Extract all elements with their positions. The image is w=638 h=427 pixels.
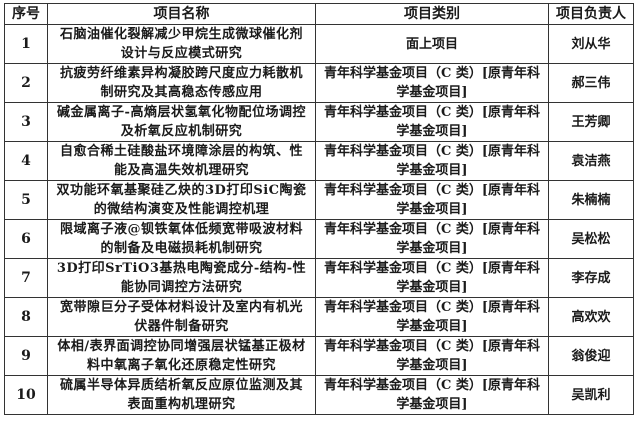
- header-name: 项目名称: [47, 3, 316, 25]
- row-number: 7: [4, 258, 48, 298]
- project-category: 青年科学基金项目（C 类）[原青年科学基金项目]: [315, 219, 549, 259]
- project-name: 自愈合稀土硅酸盐环境障涂层的构筑、性能及高温失效机理研究: [47, 141, 316, 181]
- project-leader: 李存成: [548, 258, 634, 298]
- project-category: 青年科学基金项目（C 类）[原青年科学基金项目]: [315, 102, 549, 142]
- table-row: 10 硫属半导体异质结析氧反应原位监测及其表面重构机理研究 青年科学基金项目（C 类…: [4, 375, 634, 415]
- table-row: 3 碱金属离子-高熵层状氢氧化物配位场调控及析氧反应机制研究 青年科学基金项目（C …: [4, 102, 634, 142]
- header-category: 项目类别: [315, 3, 549, 25]
- project-name: 双功能环氧基聚硅乙炔的3D打印SiC陶瓷的微结构演变及性能调控机理: [47, 180, 316, 220]
- table-row: 9 体相/表界面调控协同增强层状锰基正极材料中氧离子氧化还原稳定性研究 青年科学基金…: [4, 336, 634, 376]
- row-number: 3: [4, 102, 48, 142]
- project-name: 碱金属离子-高熵层状氢氧化物配位场调控及析氧反应机制研究: [47, 102, 316, 142]
- row-number: 8: [4, 297, 48, 337]
- project-name: 硫属半导体异质结析氧反应原位监测及其表面重构机理研究: [47, 375, 316, 415]
- project-table: 序号 项目名称 项目类别 项目负责人 1 石脑油催化裂解减少甲烷生成微球催化剂设计…: [4, 3, 634, 415]
- project-leader: 吴松松: [548, 219, 634, 259]
- header-no: 序号: [4, 3, 48, 25]
- project-leader: 翁俊迎: [548, 336, 634, 376]
- row-number: 10: [4, 375, 48, 415]
- table-row: 6 限域离子液@钡铁氧体低频宽带吸波材料的制备及电磁损耗机制研究 青年科学基金项目（…: [4, 219, 634, 259]
- project-category: 青年科学基金项目（C 类）[原青年科学基金项目]: [315, 375, 549, 415]
- project-category: 面上项目: [315, 24, 549, 64]
- project-name: 限域离子液@钡铁氧体低频宽带吸波材料的制备及电磁损耗机制研究: [47, 219, 316, 259]
- table-row: 2 抗疲劳纤维素异构凝胶跨尺度应力耗散机制研究及其高稳态传感应用 青年科学基金项目（…: [4, 63, 634, 103]
- project-leader: 高欢欢: [548, 297, 634, 337]
- table-row: 5 双功能环氧基聚硅乙炔的3D打印SiC陶瓷的微结构演变及性能调控机理 青年科学基金…: [4, 180, 634, 220]
- project-leader: 王芳卿: [548, 102, 634, 142]
- row-number: 9: [4, 336, 48, 376]
- project-leader: 袁洁燕: [548, 141, 634, 181]
- project-name: 3D打印SrTiO3基热电陶瓷成分-结构-性能协同调控方法研究: [47, 258, 316, 298]
- project-category: 青年科学基金项目（C 类）[原青年科学基金项目]: [315, 258, 549, 298]
- table-row: 8 宽带隙巨分子受体材料设计及室内有机光伏器件制备研究 青年科学基金项目（C 类）[…: [4, 297, 634, 337]
- project-category: 青年科学基金项目（C 类）[原青年科学基金项目]: [315, 336, 549, 376]
- table-row: 4 自愈合稀土硅酸盐环境障涂层的构筑、性能及高温失效机理研究 青年科学基金项目（C …: [4, 141, 634, 181]
- project-leader: 吴凯利: [548, 375, 634, 415]
- project-leader: 刘从华: [548, 24, 634, 64]
- project-name: 体相/表界面调控协同增强层状锰基正极材料中氧离子氧化还原稳定性研究: [47, 336, 316, 376]
- table-row: 1 石脑油催化裂解减少甲烷生成微球催化剂设计与反应模式研究 面上项目 刘从华: [4, 24, 634, 64]
- row-number: 2: [4, 63, 48, 103]
- project-leader: 朱楠楠: [548, 180, 634, 220]
- row-number: 5: [4, 180, 48, 220]
- table-row: 7 3D打印SrTiO3基热电陶瓷成分-结构-性能协同调控方法研究 青年科学基金项目…: [4, 258, 634, 298]
- row-number: 4: [4, 141, 48, 181]
- header-leader: 项目负责人: [548, 3, 634, 25]
- row-number: 6: [4, 219, 48, 259]
- project-category: 青年科学基金项目（C 类）[原青年科学基金项目]: [315, 141, 549, 181]
- project-name: 石脑油催化裂解减少甲烷生成微球催化剂设计与反应模式研究: [47, 24, 316, 64]
- project-category: 青年科学基金项目（C 类）[原青年科学基金项目]: [315, 63, 549, 103]
- header-row: 序号 项目名称 项目类别 项目负责人: [4, 3, 634, 25]
- project-category: 青年科学基金项目（C 类）[原青年科学基金项目]: [315, 297, 549, 337]
- project-leader: 郝三伟: [548, 63, 634, 103]
- row-number: 1: [4, 24, 48, 64]
- project-name: 宽带隙巨分子受体材料设计及室内有机光伏器件制备研究: [47, 297, 316, 337]
- project-category: 青年科学基金项目（C 类）[原青年科学基金项目]: [315, 180, 549, 220]
- project-name: 抗疲劳纤维素异构凝胶跨尺度应力耗散机制研究及其高稳态传感应用: [47, 63, 316, 103]
